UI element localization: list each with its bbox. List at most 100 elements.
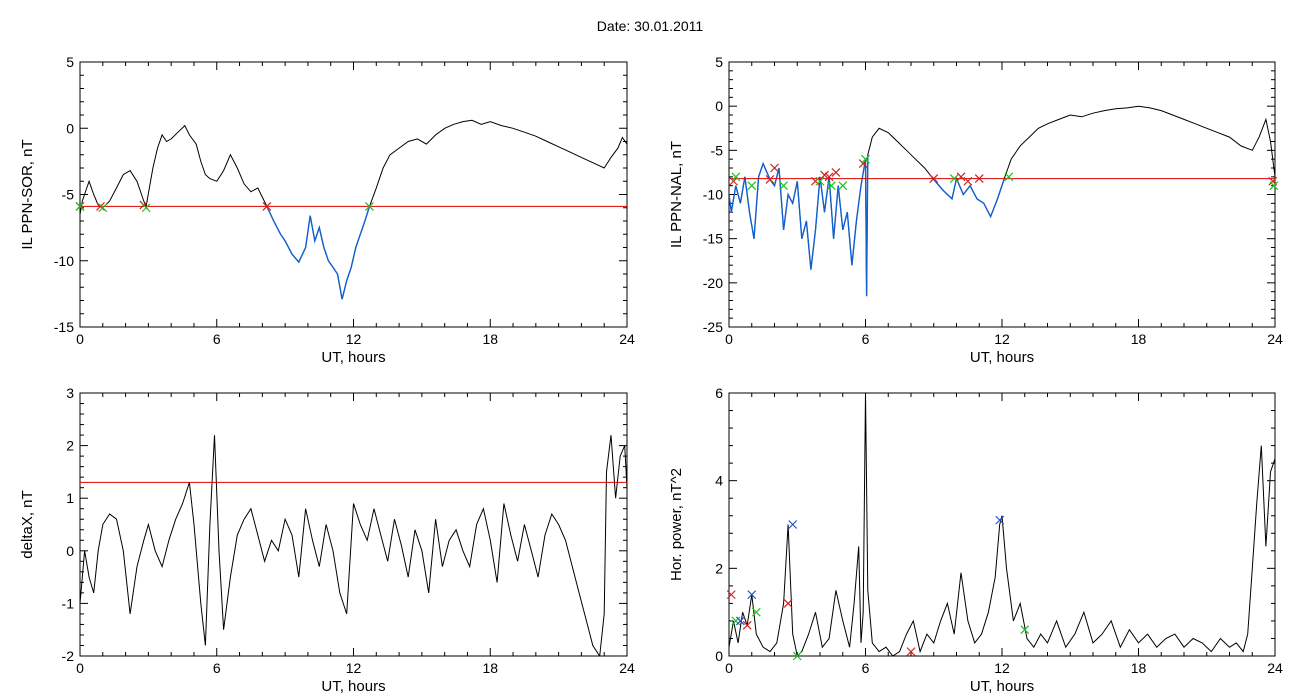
marker-red [831,167,841,177]
marker-green [75,202,85,211]
y-tick-label: -20 [703,275,723,291]
x-tick-label: 12 [346,331,362,347]
marker-green [98,203,108,213]
series-line [80,435,627,656]
x-tick-label: 18 [1131,660,1147,676]
marker-red [729,176,738,186]
y-tick-label: 0 [66,120,74,136]
y-tick-label: -15 [54,319,74,335]
x-tick-label: 12 [994,331,1010,347]
marker-red [820,170,829,180]
marker-red [770,163,779,173]
y-tick-label: 6 [715,385,723,401]
y-tick-label: -5 [62,187,75,203]
marker-green [1020,625,1030,635]
marker-green [826,181,836,191]
plot-area-frame [728,61,1276,328]
x-axis-label: UT, hours [970,678,1034,695]
marker-red [726,590,736,600]
marker-green [949,174,959,184]
panel-top-left: IL PPN-SOR, nT UT, hours 0 6 12 18 24 -15 -10 -… [19,54,635,366]
y-tick-label: 0 [715,98,723,114]
marker-red [765,175,775,184]
y-tick-label: 0 [715,648,723,664]
x-tick-label: 6 [862,331,870,347]
x-tick-label: 24 [1267,660,1283,676]
marker-red [742,620,752,630]
x-tick-label: 12 [994,660,1010,676]
x-tick-label: 0 [76,660,84,676]
x-tick-label: 6 [862,660,870,676]
x-tick-label: 6 [213,660,221,676]
marker-green [731,172,741,182]
y-tick-label: 2 [715,560,723,576]
y-tick-label: 2 [66,438,74,454]
y-axis-label: IL PPN-NAL, nT [668,141,685,248]
highlight-segment [933,176,1005,219]
y-tick-label: 5 [715,54,723,70]
x-tick-label: 0 [725,331,733,347]
y-axis-label: IL PPN-SOR, nT [19,139,36,249]
x-tick-label: 6 [213,331,221,347]
marker-red [963,176,973,186]
x-tick-label: 24 [619,331,635,347]
y-tick-label: -25 [703,319,723,335]
x-tick-label: 12 [346,660,362,676]
y-tick-label: -15 [703,231,723,247]
marker-green [1004,172,1014,182]
marker-red [906,647,916,657]
y-axis-label: deltaX, nT [19,490,36,558]
marker-green [365,202,374,211]
y-tick-label: 0 [66,543,74,559]
y-tick-label: -5 [711,142,724,158]
marker-blue [788,520,798,529]
x-axis-label: UT, hours [970,349,1034,366]
x-tick-label: 24 [619,660,635,676]
plot-area-frame [728,392,1276,657]
marker-green [861,154,870,164]
y-tick-label: -1 [62,595,75,611]
page-title: Date: 30.01.2011 [596,18,704,34]
x-tick-label: 0 [725,660,733,676]
y-tick-label: -10 [54,253,74,269]
y-tick-label: 5 [66,54,74,70]
y-tick-label: -2 [62,648,75,664]
marker-blue [747,590,757,600]
y-axis-label: Hor. power, nT^2 [668,468,685,581]
marker-red [974,174,984,184]
marker-blue [735,616,745,626]
series-line [729,393,1275,656]
marker-green [792,651,802,661]
marker-red [262,202,272,211]
marker-red [929,174,939,184]
x-axis-label: UT, hours [321,349,385,366]
marker-red [783,598,793,608]
marker-green [747,181,757,191]
marker-red [858,159,868,169]
y-tick-label: 3 [66,385,74,401]
x-axis-label: UT, hours [321,678,385,695]
highlight-segment [266,206,371,300]
x-tick-label: 18 [482,331,498,347]
x-tick-label: 18 [1131,331,1147,347]
marker-green [779,181,789,191]
marker-green [1269,181,1279,191]
marker-red [96,202,105,211]
panel-top-right: IL PPN-NAL, nT UT, hours 0 6 12 18 24 -25 -20 -… [668,54,1283,366]
marker-green [751,607,761,617]
y-tick-label: 4 [715,473,723,489]
y-tick-label: -10 [703,187,723,203]
plot-area-frame [79,392,628,657]
marker-red [956,172,966,182]
x-tick-label: 24 [1267,331,1283,347]
marker-green [838,181,848,191]
y-tick-label: 1 [66,490,74,506]
marker-green [815,176,825,186]
marker-green [141,203,151,213]
marker-blue [995,515,1005,525]
x-tick-label: 18 [482,660,498,676]
x-tick-label: 0 [76,331,84,347]
marker-red [824,172,834,182]
